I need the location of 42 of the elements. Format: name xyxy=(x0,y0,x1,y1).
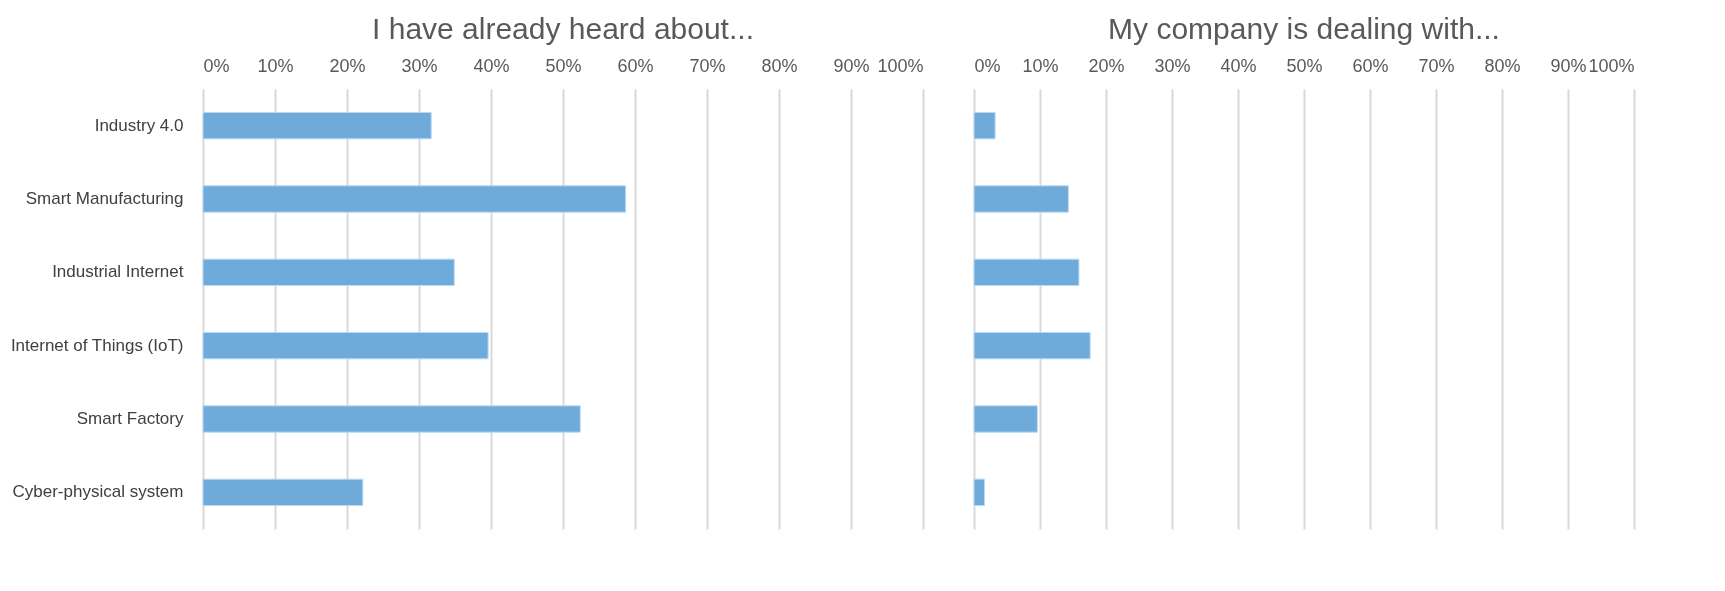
x-tick-label: 60% xyxy=(1352,55,1389,76)
x-tick-label: 50% xyxy=(1286,55,1323,76)
x-tick-label: 100% xyxy=(1588,55,1635,76)
bar xyxy=(973,185,1069,213)
bar xyxy=(202,405,581,433)
chart-title: I have already heard about... xyxy=(372,12,754,45)
x-tick-label: 100% xyxy=(877,55,924,76)
x-tick-label: 80% xyxy=(1484,55,1521,76)
bar xyxy=(202,331,489,360)
bar xyxy=(973,111,996,140)
y-tick-label: Smart Manufacturing xyxy=(25,189,184,208)
x-tick-label: 40% xyxy=(473,55,510,76)
x-tick-label: 60% xyxy=(617,55,654,76)
y-tick-label: Cyber-physical system xyxy=(12,482,184,502)
bar xyxy=(973,405,1038,433)
x-tick-label: 0% xyxy=(974,55,1001,76)
x-tick-label: 50% xyxy=(545,55,582,76)
x-tick-label: 10% xyxy=(1022,55,1059,76)
x-tick-label: 90% xyxy=(833,55,870,76)
bar xyxy=(973,258,1080,287)
bar xyxy=(973,478,986,507)
x-tick-label: 40% xyxy=(1220,55,1257,76)
bar xyxy=(973,331,1091,360)
x-tick-label: 30% xyxy=(401,55,438,76)
x-tick-label: 90% xyxy=(1550,55,1587,76)
y-tick-label: Industry 4.0 xyxy=(94,115,184,135)
x-tick-label: 20% xyxy=(1088,55,1125,76)
bar xyxy=(202,185,627,213)
bar xyxy=(202,111,432,140)
x-tick-label: 80% xyxy=(761,55,798,76)
bar xyxy=(202,478,364,507)
y-tick-label: Internet of Things (IoT) xyxy=(10,335,184,355)
x-tick-label: 70% xyxy=(689,55,726,76)
x-tick-label: 10% xyxy=(257,55,294,76)
x-tick-label: 20% xyxy=(329,55,366,76)
x-tick-label: 0% xyxy=(203,55,230,76)
chart-title: My company is dealing with... xyxy=(1108,12,1500,45)
x-tick-label: 30% xyxy=(1154,55,1191,76)
bar xyxy=(202,258,455,287)
x-tick-label: 70% xyxy=(1418,55,1455,76)
y-tick-label: Industrial Internet xyxy=(52,262,184,282)
y-tick-label: Smart Factory xyxy=(76,409,184,428)
